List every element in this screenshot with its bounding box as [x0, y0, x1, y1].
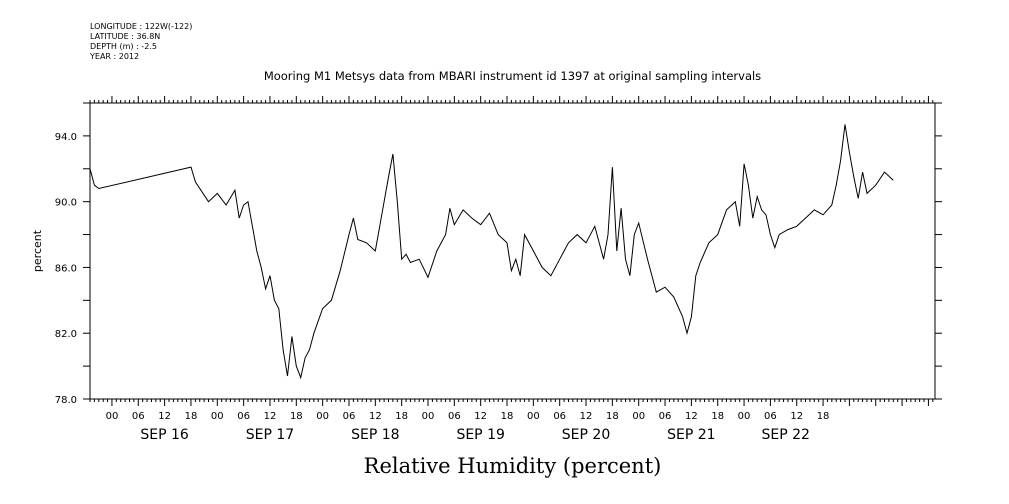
hour-tick-label: 18 [185, 411, 198, 422]
hour-tick-label: 18 [395, 411, 408, 422]
metadata-block: LONGITUDE : 122W(-122) LATITUDE : 36.8N … [90, 22, 192, 62]
hour-tick-label: 00 [527, 411, 540, 422]
y-tick-label: 82.0 [55, 329, 77, 340]
x-axis-label: Relative Humidity (percent) [363, 454, 662, 478]
hour-tick-label: 00 [422, 411, 435, 422]
hour-tick-label: 12 [264, 411, 277, 422]
hour-tick-label: 00 [738, 411, 751, 422]
day-label: SEP 18 [351, 427, 399, 443]
hour-tick-label: 12 [580, 411, 593, 422]
hour-tick-label: 06 [132, 411, 145, 422]
day-label: SEP 17 [246, 427, 294, 443]
year-label: YEAR : 2012 [90, 52, 140, 61]
hour-tick-label: 00 [211, 411, 224, 422]
hour-tick-label: 06 [659, 411, 672, 422]
hour-tick-labels: 00 06 12 18 00 06 12 18 00 06 12 18 00 06 12 18 00 06 12 18… [106, 411, 830, 422]
longitude-label: LONGITUDE : 122W(-122) [90, 22, 193, 31]
y-tick-label: 78.0 [55, 395, 77, 406]
chart-title: Mooring M1 Metsys data from MBARI instru… [263, 69, 762, 83]
hour-tick-label: 06 [553, 411, 566, 422]
hour-tick-label: 12 [158, 411, 171, 422]
hour-tick-label: 18 [711, 411, 724, 422]
day-label: SEP 19 [456, 427, 504, 443]
y-tick-label: 90.0 [55, 198, 77, 209]
series-line [89, 124, 894, 380]
depth-label: DEPTH (m) : -2.5 [90, 42, 157, 51]
day-labels: SEP 16 SEP 17 SEP 18 SEP 19 SEP 20 SEP 21 SEP … [140, 427, 810, 443]
hour-tick-label: 18 [817, 411, 830, 422]
hour-tick-label: 06 [237, 411, 250, 422]
y-tick-labels: 78.0 82.0 86.0 90.0 94.0 [55, 132, 77, 406]
y-tick-label: 86.0 [55, 263, 77, 274]
axis-ticks [83, 96, 942, 406]
y-axis-label: percent [31, 229, 44, 272]
hour-tick-label: 00 [106, 411, 119, 422]
hour-tick-label: 18 [290, 411, 303, 422]
day-label: SEP 22 [762, 427, 810, 443]
hour-tick-label: 18 [501, 411, 514, 422]
hour-tick-label: 12 [369, 411, 382, 422]
day-label: SEP 21 [667, 427, 715, 443]
day-label: SEP 16 [140, 427, 189, 443]
day-label: SEP 20 [562, 427, 610, 443]
hour-tick-label: 12 [474, 411, 487, 422]
hour-tick-label: 00 [632, 411, 645, 422]
hour-tick-label: 06 [448, 411, 461, 422]
latitude-label: LATITUDE : 36.8N [90, 32, 161, 41]
hour-tick-label: 06 [343, 411, 356, 422]
hour-tick-label: 00 [316, 411, 329, 422]
hour-tick-label: 18 [606, 411, 619, 422]
hour-tick-label: 12 [790, 411, 803, 422]
plot-frame [89, 102, 936, 400]
hour-tick-label: 12 [685, 411, 698, 422]
y-tick-label: 94.0 [55, 132, 77, 143]
hour-tick-label: 06 [764, 411, 777, 422]
